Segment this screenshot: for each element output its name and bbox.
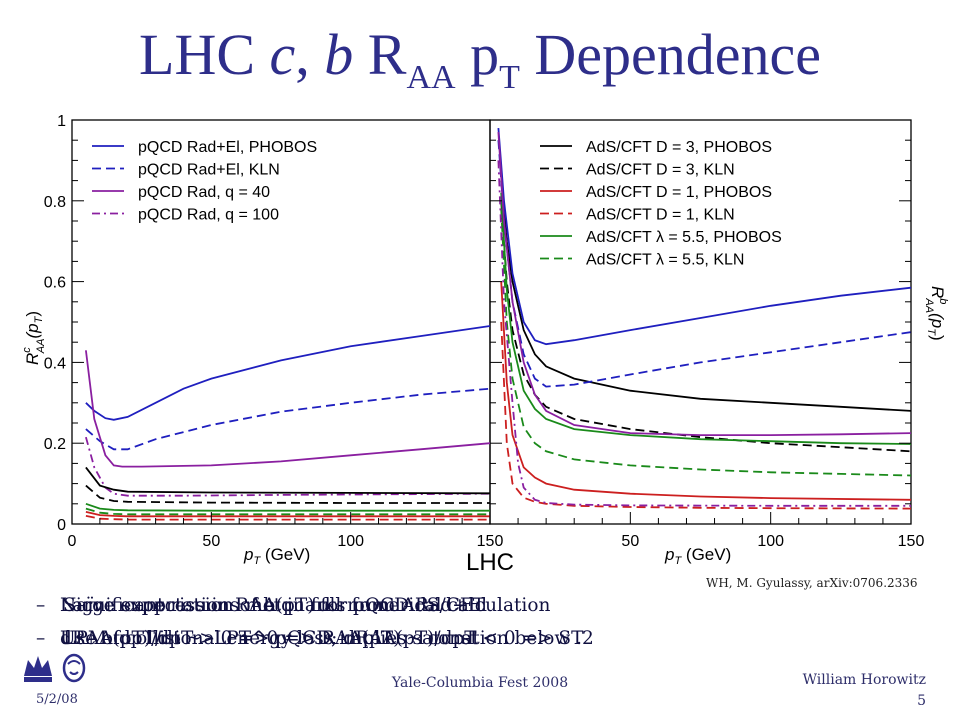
title-part: , <box>295 22 325 87</box>
legend-group: pQCD Rad+El, PHOBOS pQCD Rad+El, KLN pQCD … <box>92 139 782 269</box>
legend-label: AdS/CFT D = 3, PHOBOS <box>586 139 772 156</box>
right-series-line <box>500 200 912 453</box>
left-series-line <box>85 502 490 512</box>
right-plot-frame <box>489 119 912 525</box>
legend-label: pQCD Rad+El, PHOBOS <box>138 139 317 156</box>
y-tick-label: 0.4 <box>44 355 66 372</box>
bullet-text: Naïve expectations met in full numerical… <box>60 595 551 616</box>
title-part: c <box>269 22 296 87</box>
left-series-line <box>85 350 491 468</box>
bullet-text: dRAA(pT)/dpT > 0 => pQCD; dRAA(pT)/dpT <… <box>60 628 584 649</box>
x-tick-label: 150 <box>477 533 504 550</box>
bullet-row-1: – Significant rise in RAA(pT) for pQCD R… <box>36 595 936 616</box>
slide-title: LHC c, b RAA pT Dependence <box>0 26 960 95</box>
page-number: 5 <box>917 693 926 709</box>
center-lhc-label: LHC <box>466 549 514 576</box>
legend-label: AdS/CFT D = 3, KLN <box>586 162 735 179</box>
bullet-text: LPM: dpT/dt ~ -LPT^0 => RAA(pT) ~ const <box>63 628 478 649</box>
x-tick-label: 100 <box>757 533 784 550</box>
left-series-line <box>85 507 490 516</box>
legend-label: AdS/CFT λ = 5.5, PHOBOS <box>586 229 782 246</box>
legend-label: pQCD Rad, q = 40 <box>138 184 270 201</box>
bullet-dash: – <box>36 595 46 616</box>
footer-date: 5/2/08 <box>36 692 78 707</box>
citation: WH, M. Gyulassy, arXiv:0706.2336 <box>706 576 918 590</box>
y-tick-label: 0.8 <box>44 194 66 211</box>
left-series-line <box>85 466 491 495</box>
left-series-line <box>85 387 491 451</box>
right-x-axis-label: pT (GeV) <box>664 545 731 567</box>
left-series-line <box>85 484 490 504</box>
title-part: p <box>455 22 500 87</box>
y-tick-label: 0 <box>57 517 66 534</box>
x-tick-label: 100 <box>337 533 364 550</box>
right-series-line <box>500 281 912 501</box>
bullet-text: Use of collisional energy loss implies s… <box>60 628 594 649</box>
title-part: R <box>353 22 407 87</box>
bullet-text: Large suppression of b quarks from AdS/C… <box>60 595 486 616</box>
title-part: LHC <box>139 22 270 87</box>
legend-label: AdS/CFT D = 1, PHOBOS <box>586 184 772 201</box>
footer-event: Yale-Columbia Fest 2008 <box>391 675 569 691</box>
right-series-group <box>497 128 912 510</box>
y-tick-label: 0.2 <box>44 436 66 453</box>
x-tick-label: 50 <box>202 533 220 550</box>
right-series-line <box>500 208 912 477</box>
left-series-line <box>85 325 491 421</box>
right-series-line <box>497 160 911 507</box>
left-series-line <box>85 436 491 497</box>
right-series-line <box>500 321 912 510</box>
x-tick-label: 0 <box>68 533 77 550</box>
legend-label: AdS/CFT D = 1, KLN <box>586 207 735 224</box>
y-tick-label: 1 <box>57 113 66 130</box>
left-plot-frame <box>71 119 491 525</box>
title-part: b <box>324 22 354 87</box>
legend-label: pQCD Rad+El, KLN <box>138 162 280 179</box>
title-subscript: AA <box>406 59 456 96</box>
right-y-axis-label: RbAA(pT) <box>923 286 949 341</box>
left-series-group <box>85 325 491 521</box>
legend-label: pQCD Rad, q = 100 <box>138 207 279 224</box>
y-tick-label: 0.6 <box>44 275 66 292</box>
x-tick-label: 150 <box>898 533 925 550</box>
right-series-line <box>497 128 912 346</box>
right-series-line <box>500 192 912 445</box>
x-tick-label: 50 <box>621 533 639 550</box>
title-subscript: T <box>499 59 520 96</box>
footer-author: William Horowitz <box>802 672 926 688</box>
right-series-line <box>497 132 912 437</box>
legend-label: AdS/CFT λ = 5.5, KLN <box>586 252 744 269</box>
university-logo-icon <box>24 653 86 683</box>
bullet-text: Significant rise in RAA(pT) for pQCD Rad… <box>63 595 488 616</box>
title-part: Dependence <box>519 22 821 87</box>
bullet-dash: – <box>36 628 46 649</box>
right-series-line <box>500 180 912 412</box>
left-x-axis-label: pT (GeV) <box>243 545 310 567</box>
bullet-row-2: – LPM: dpT/dt ~ -LPT^0 => RAA(pT) ~ cons… <box>36 628 936 649</box>
